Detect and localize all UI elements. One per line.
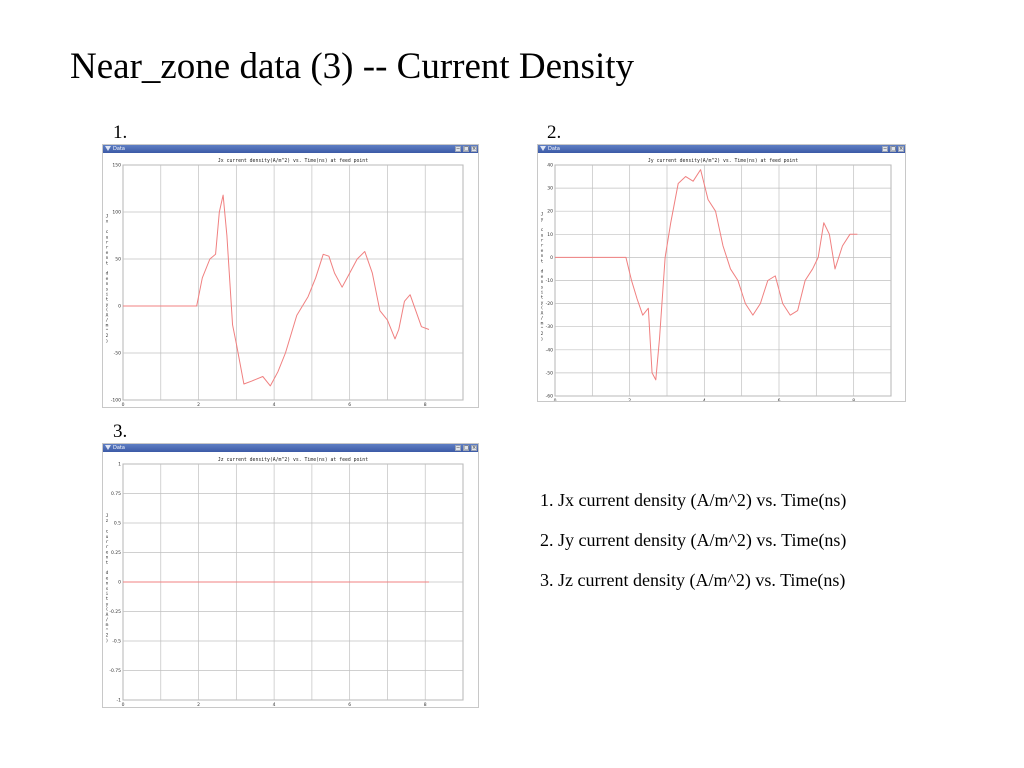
x-tick-label: 0 bbox=[122, 702, 125, 707]
window-title: Data bbox=[113, 445, 125, 451]
y-tick-label: -50 bbox=[114, 351, 121, 357]
y-tick-label: -100 bbox=[111, 398, 121, 404]
minimize-button[interactable]: − bbox=[882, 146, 888, 152]
x-tick-label: 8 bbox=[424, 702, 427, 707]
caption-jz: 3. Jz current density (A/m^2) vs. Time(n… bbox=[540, 570, 846, 590]
chart-jx: 0 2 4 6 8 -100 -50 0 50 100 150 Jx current density(… bbox=[106, 158, 464, 407]
minimize-button[interactable]: − bbox=[455, 445, 461, 451]
y-tick-label: -0.25 bbox=[109, 609, 121, 615]
window-titlebar[interactable]: Data − □ × bbox=[103, 444, 478, 452]
data-series-line bbox=[555, 169, 858, 381]
x-tick-label: 0 bbox=[554, 398, 557, 401]
window-title: Data bbox=[113, 146, 125, 152]
caption-jy: 2. Jy current density (A/m^2) vs. Time(n… bbox=[540, 530, 847, 550]
x-tick-label: 2 bbox=[628, 398, 631, 401]
y-tick-label: 20 bbox=[547, 209, 553, 215]
panel-label-1: 1. bbox=[113, 122, 128, 143]
y-tick-label: 0.75 bbox=[111, 491, 121, 497]
close-button[interactable]: × bbox=[471, 445, 477, 451]
x-tick-label: 6 bbox=[348, 402, 351, 407]
window-menu-icon[interactable] bbox=[105, 146, 111, 151]
y-tick-label: -10 bbox=[546, 278, 553, 284]
plot-window-jz[interactable]: Data − □ × 0 2 4 6 8 -1 -0.75 -0.5 -0.25 0 0.25 0.5… bbox=[102, 443, 479, 708]
y-tick-label: -0.75 bbox=[109, 668, 121, 674]
close-button[interactable]: × bbox=[471, 146, 477, 152]
window-menu-icon[interactable] bbox=[540, 146, 546, 151]
window-titlebar[interactable]: Data − □ × bbox=[103, 145, 478, 153]
y-tick-label: -20 bbox=[546, 301, 553, 307]
y-tick-label: 0.25 bbox=[111, 550, 121, 556]
plot-area bbox=[122, 164, 464, 401]
slide-title: Near_zone data (3) -- Current Density bbox=[70, 46, 635, 87]
y-tick-label: -60 bbox=[546, 394, 553, 400]
close-button[interactable]: × bbox=[898, 146, 904, 152]
x-tick-label: 8 bbox=[424, 402, 427, 407]
y-tick-label: 0.5 bbox=[114, 521, 121, 527]
x-tick-label: 4 bbox=[273, 402, 276, 407]
panel-label-3: 3. bbox=[113, 421, 128, 442]
x-tick-label: 2 bbox=[197, 402, 200, 407]
window-title: Data bbox=[548, 146, 560, 152]
plot-window-jx[interactable]: Data − □ × 0 2 4 6 8 -100 -50 0 50 100 150 Jx curre… bbox=[102, 144, 479, 408]
y-tick-label: 30 bbox=[547, 186, 553, 192]
y-tick-label: 10 bbox=[547, 232, 553, 238]
window-menu-icon[interactable] bbox=[105, 445, 111, 450]
y-tick-label: 0 bbox=[118, 304, 121, 310]
x-tick-label: 6 bbox=[348, 702, 351, 707]
maximize-button[interactable]: □ bbox=[890, 146, 896, 152]
y-tick-label: 100 bbox=[112, 210, 121, 216]
chart-jz: 0 2 4 6 8 -1 -0.75 -0.5 -0.25 0 0.25 0.5 0.75 1 Jz cur… bbox=[106, 457, 464, 707]
chart-title: Jz current density(A/m^2) vs. Time(ns) a… bbox=[218, 457, 368, 463]
x-tick-label: 6 bbox=[778, 398, 781, 401]
y-tick-label: 0 bbox=[118, 580, 121, 586]
chart-jy: 0 2 4 6 8 -60 -50 -40 -30 -20 -10 0 10 20 30 40 Jy curre… bbox=[541, 158, 892, 401]
y-tick-label: 150 bbox=[112, 163, 121, 169]
y-tick-label: 40 bbox=[547, 163, 553, 169]
y-tick-label: 50 bbox=[115, 257, 121, 263]
maximize-button[interactable]: □ bbox=[463, 146, 469, 152]
y-tick-label: -0.5 bbox=[112, 639, 121, 645]
x-tick-label: 0 bbox=[122, 402, 125, 407]
maximize-button[interactable]: □ bbox=[463, 445, 469, 451]
minimize-button[interactable]: − bbox=[455, 146, 461, 152]
y-tick-label: 1 bbox=[118, 462, 121, 468]
x-tick-label: 4 bbox=[273, 702, 276, 707]
x-tick-label: 2 bbox=[197, 702, 200, 707]
chart-title: Jx current density(A/m^2) vs. Time(ns) a… bbox=[218, 158, 368, 164]
captions: 1. Jx current density (A/m^2) vs. Time(n… bbox=[540, 480, 846, 600]
x-tick-label: 4 bbox=[703, 398, 706, 401]
panel-label-2: 2. bbox=[547, 122, 562, 143]
caption-jx: 1. Jx current density (A/m^2) vs. Time(n… bbox=[540, 490, 847, 510]
x-tick-label: 8 bbox=[852, 398, 855, 401]
window-titlebar[interactable]: Data − □ × bbox=[538, 145, 905, 153]
y-tick-label: 0 bbox=[550, 255, 553, 261]
plot-window-jy[interactable]: Data − □ × 0 2 4 6 8 -60 -50 -40 -30 -20 -10 0 10 20 3… bbox=[537, 144, 906, 402]
data-series-line bbox=[123, 194, 430, 387]
y-tick-label: -1 bbox=[117, 698, 122, 704]
y-tick-label: -30 bbox=[546, 324, 553, 330]
chart-title: Jy current density(A/m^2) vs. Time(ns) a… bbox=[648, 158, 798, 164]
y-tick-label: -40 bbox=[546, 347, 553, 353]
y-tick-label: -50 bbox=[546, 370, 553, 376]
